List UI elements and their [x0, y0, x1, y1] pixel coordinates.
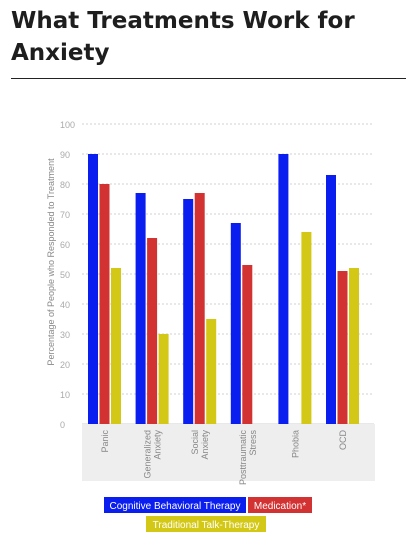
svg-text:Phobia: Phobia — [290, 430, 300, 458]
svg-text:Medication*: Medication* — [254, 501, 306, 512]
y-tick-label: 20 — [60, 360, 70, 370]
legend-item: Medication* — [248, 497, 312, 513]
category-band — [82, 424, 375, 481]
bars — [88, 154, 359, 424]
bar-medication-posttraumatic-stress — [242, 265, 253, 424]
y-tick-label: 100 — [60, 120, 75, 130]
svg-text:Generalized: Generalized — [143, 430, 153, 479]
bar-medication-ocd — [337, 271, 348, 424]
y-tick-label: 10 — [60, 390, 70, 400]
bar-medication-generalized-anxiety — [147, 238, 158, 424]
y-tick-labels: 0 10 20 30 40 50 60 70 80 90 100 — [60, 120, 75, 430]
svg-text:Stress: Stress — [248, 430, 258, 456]
svg-text:Social: Social — [190, 430, 200, 455]
y-tick-label: 70 — [60, 210, 70, 220]
legend: Cognitive Behavioral Therapy Medication* T… — [104, 497, 312, 532]
bar-cognitive-behavioral-therapy-generalized-anxiety — [135, 193, 146, 424]
svg-text:OCD: OCD — [338, 430, 348, 451]
y-tick-label: 0 — [60, 420, 65, 430]
x-tick-label: Social Anxiety — [190, 430, 210, 460]
x-tick-label: Posttraumatic Stress — [238, 430, 258, 486]
y-tick-label: 30 — [60, 330, 70, 340]
x-tick-label: Panic — [100, 430, 110, 453]
bar-traditional-talk-therapy-social-anxiety — [206, 319, 217, 424]
y-tick-label: 40 — [60, 300, 70, 310]
bar-traditional-talk-therapy-panic — [111, 268, 121, 424]
y-tick-label: 80 — [60, 180, 70, 190]
title-divider — [11, 78, 406, 79]
bar-medication-social-anxiety — [194, 193, 205, 424]
bar-traditional-talk-therapy-phobia — [301, 232, 312, 424]
y-tick-label: 50 — [60, 270, 70, 280]
svg-text:Cognitive Behavioral Therapy: Cognitive Behavioral Therapy — [109, 501, 240, 512]
gridlines — [82, 123, 374, 425]
bar-cognitive-behavioral-therapy-posttraumatic-stress — [230, 223, 241, 424]
bar-cognitive-behavioral-therapy-social-anxiety — [183, 199, 194, 424]
x-tick-labels: Panic Generalized Anxiety Social Anxiety Post… — [100, 430, 348, 486]
bar-traditional-talk-therapy-ocd — [349, 268, 359, 424]
y-tick-label: 90 — [60, 150, 70, 160]
bar-cognitive-behavioral-therapy-panic — [88, 154, 98, 424]
svg-text:Posttraumatic: Posttraumatic — [238, 430, 248, 486]
legend-item: Traditional Talk-Therapy — [146, 516, 266, 532]
svg-text:Anxiety: Anxiety — [153, 430, 163, 460]
y-tick-label: 60 — [60, 240, 70, 250]
bar-medication-panic — [99, 184, 110, 424]
y-axis-label: Percentage of People who Responded to Tr… — [46, 158, 56, 366]
svg-text:Traditional Talk-Therapy: Traditional Talk-Therapy — [153, 520, 260, 531]
bar-traditional-talk-therapy-generalized-anxiety — [158, 334, 169, 424]
category-band-bg — [82, 424, 375, 481]
legend-item: Cognitive Behavioral Therapy — [104, 497, 246, 513]
page-title: What Treatments Work for Anxiety — [11, 8, 355, 66]
x-tick-label: Phobia — [290, 430, 300, 458]
bar-cognitive-behavioral-therapy-phobia — [278, 154, 289, 424]
bar-cognitive-behavioral-therapy-ocd — [326, 175, 336, 424]
svg-text:Panic: Panic — [100, 430, 110, 453]
x-tick-label: OCD — [338, 430, 348, 451]
svg-text:Anxiety: Anxiety — [200, 430, 210, 460]
x-tick-label: Generalized Anxiety — [143, 430, 163, 479]
